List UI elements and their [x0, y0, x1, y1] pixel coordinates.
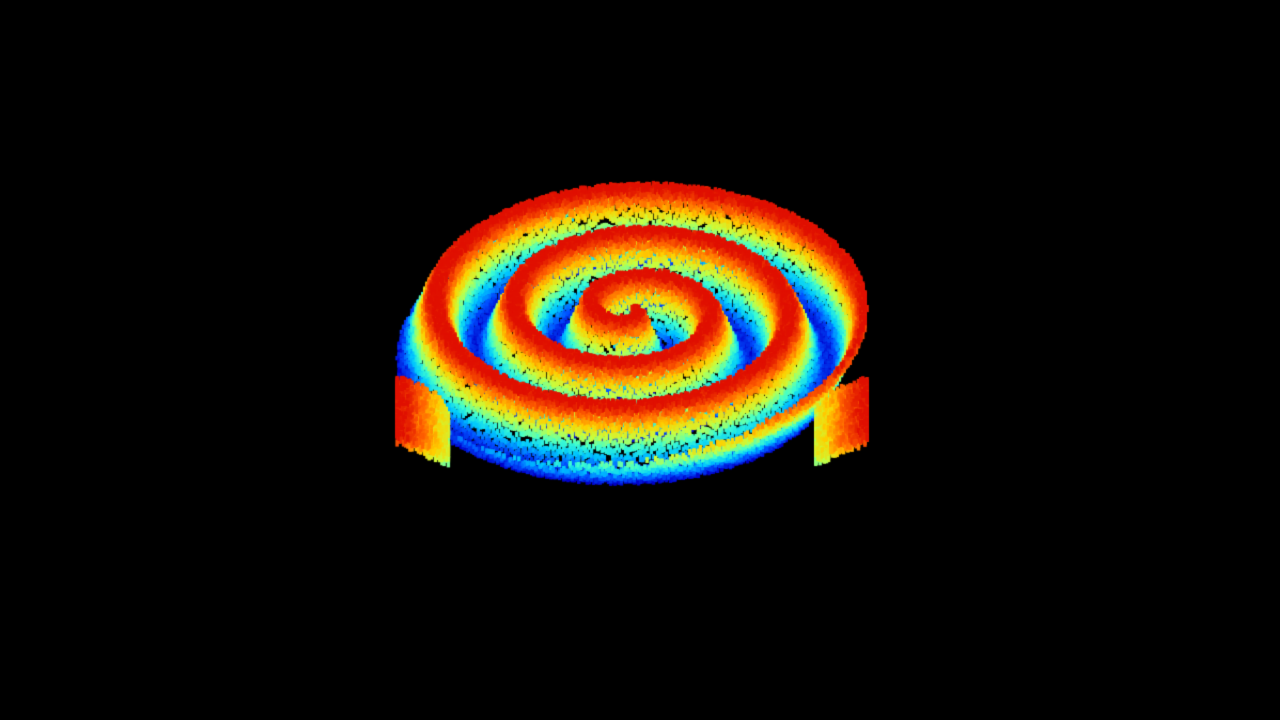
spiral-surface-plot: [0, 0, 1280, 720]
render-viewport: [0, 0, 1280, 720]
